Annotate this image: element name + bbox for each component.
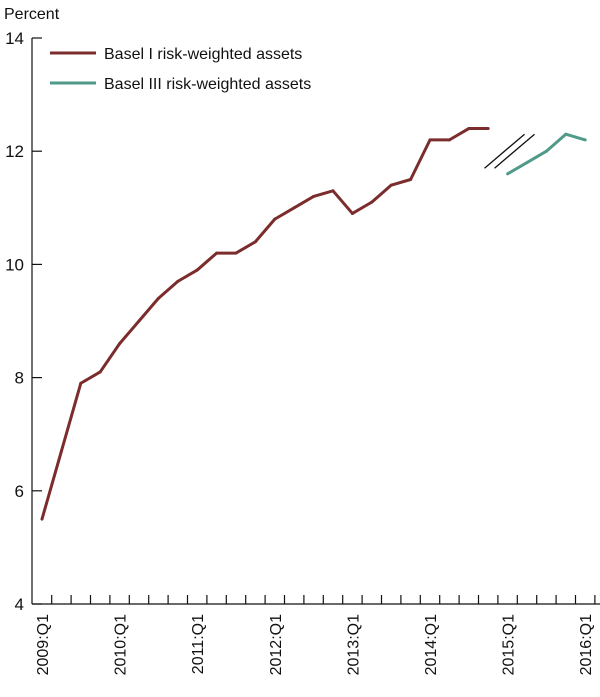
data-point <box>331 189 335 193</box>
data-point <box>312 194 316 198</box>
data-point <box>370 200 374 204</box>
data-point <box>350 211 354 215</box>
data-point <box>447 138 451 142</box>
data-point <box>215 251 219 255</box>
x-tick-label: 2012:Q1 <box>268 614 285 675</box>
break-line <box>494 133 535 169</box>
data-point <box>273 217 277 221</box>
legend-label-0: Basel I risk-weighted assets <box>104 46 302 63</box>
series-layer <box>40 127 587 521</box>
data-point <box>40 517 44 521</box>
legend-label-1: Basel III risk-weighted assets <box>104 76 311 93</box>
data-point <box>583 138 587 142</box>
series-line-0 <box>40 127 489 520</box>
data-point <box>79 381 83 385</box>
data-point <box>253 240 257 244</box>
data-point <box>234 251 238 255</box>
data-point <box>195 268 199 272</box>
data-point <box>59 449 63 453</box>
data-point <box>156 296 160 300</box>
data-point <box>389 183 393 187</box>
x-tick-label: 2011:Q1 <box>190 614 207 674</box>
x-tick-label: 2010:Q1 <box>113 614 130 675</box>
data-point <box>506 172 510 176</box>
data-point <box>176 279 180 283</box>
break-line <box>484 133 525 169</box>
data-point <box>486 127 490 131</box>
y-tick-label: 8 <box>15 369 24 388</box>
data-point <box>544 149 548 153</box>
data-point <box>467 127 471 131</box>
data-point <box>118 342 122 346</box>
x-tick-label: 2015:Q1 <box>501 614 518 675</box>
x-tick-label: 2014:Q1 <box>423 614 440 675</box>
y-axis: 4 6 8 10 12 14 <box>5 29 42 614</box>
y-tick-label: 10 <box>5 255 24 274</box>
data-point <box>428 138 432 142</box>
legend: Basel I risk-weighted assets Basel III ri… <box>50 46 311 93</box>
data-point <box>525 161 529 165</box>
y-tick-label: 6 <box>15 482 24 501</box>
data-point <box>409 178 413 181</box>
x-tick-label: 2013:Q1 <box>345 614 362 675</box>
data-point <box>292 206 296 210</box>
y-tick-label: 12 <box>5 142 24 161</box>
data-point <box>137 319 141 323</box>
data-point <box>98 370 102 374</box>
series-line-1 <box>506 132 586 176</box>
y-tick-label: 4 <box>15 595 24 614</box>
series-break-marker <box>484 133 535 169</box>
x-tick-label: 2016:Q1 <box>578 614 595 675</box>
x-tick-label: 2009:Q1 <box>35 614 52 675</box>
y-tick-label: 14 <box>5 29 24 48</box>
data-point <box>564 132 568 136</box>
y-axis-title: Percent <box>4 6 60 23</box>
x-axis: 2009:Q1 2010:Q1 2011:Q1 2012:Q1 2013:Q1 2014:… <box>32 595 600 675</box>
